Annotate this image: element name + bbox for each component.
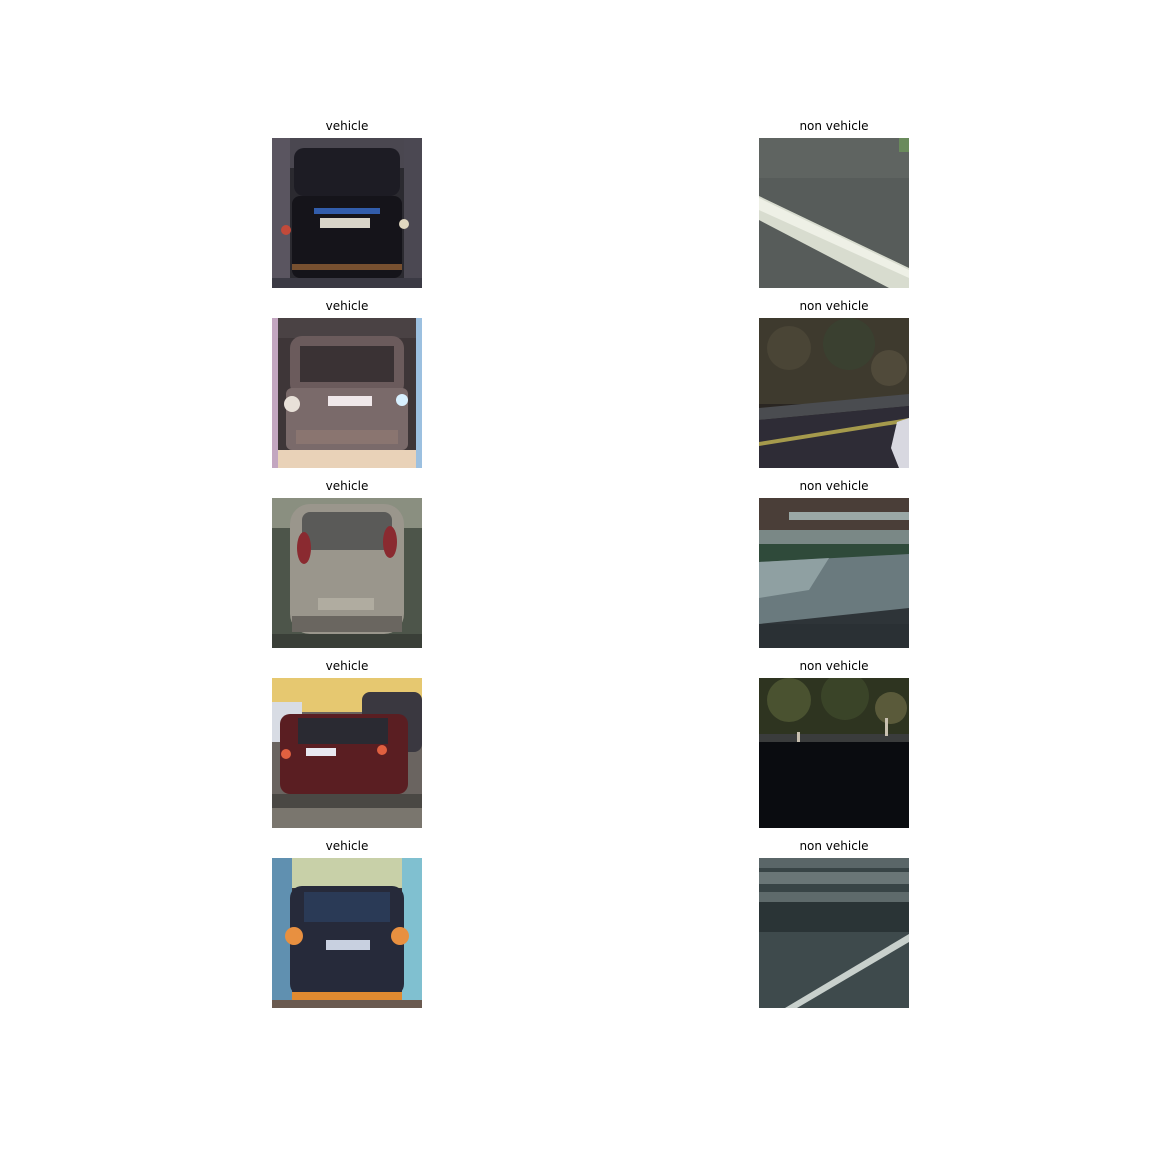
panel-title: non vehicle bbox=[799, 659, 869, 673]
panel-title: vehicle bbox=[325, 299, 369, 313]
panel-vehicle-5: vehicle bbox=[272, 838, 422, 1014]
panel-non-vehicle-1: non vehicle bbox=[759, 118, 909, 294]
panel-title: vehicle bbox=[325, 119, 369, 133]
panel-title: vehicle bbox=[325, 839, 369, 853]
panel-vehicle-3: vehicle bbox=[272, 478, 422, 654]
vehicle-thumbnail bbox=[272, 858, 422, 1008]
non-vehicle-thumbnail bbox=[759, 858, 909, 1008]
panel-title: non vehicle bbox=[799, 119, 869, 133]
panel-title: vehicle bbox=[325, 479, 369, 493]
non-vehicle-thumbnail bbox=[759, 498, 909, 648]
vehicle-thumbnail bbox=[272, 138, 422, 288]
non-vehicle-thumbnail bbox=[759, 318, 909, 468]
non-vehicle-thumbnail bbox=[759, 138, 909, 288]
panel-vehicle-1: vehicle bbox=[272, 118, 422, 294]
panel-vehicle-2: vehicle bbox=[272, 298, 422, 474]
panel-non-vehicle-2: non vehicle bbox=[759, 298, 909, 474]
vehicle-thumbnail bbox=[272, 678, 422, 828]
non-vehicle-thumbnail bbox=[759, 678, 909, 828]
panel-non-vehicle-3: non vehicle bbox=[759, 478, 909, 654]
panel-non-vehicle-4: non vehicle bbox=[759, 658, 909, 834]
panel-vehicle-4: vehicle bbox=[272, 658, 422, 834]
vehicle-thumbnail bbox=[272, 498, 422, 648]
panel-title: vehicle bbox=[325, 659, 369, 673]
panel-title: non vehicle bbox=[799, 299, 869, 313]
panel-non-vehicle-5: non vehicle bbox=[759, 838, 909, 1014]
vehicle-thumbnail bbox=[272, 318, 422, 468]
panel-title: non vehicle bbox=[799, 479, 869, 493]
panel-title: non vehicle bbox=[799, 839, 869, 853]
